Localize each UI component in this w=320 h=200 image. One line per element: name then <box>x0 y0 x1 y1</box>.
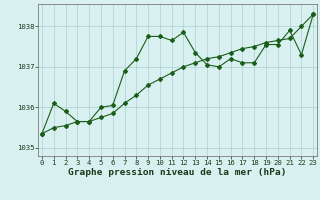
X-axis label: Graphe pression niveau de la mer (hPa): Graphe pression niveau de la mer (hPa) <box>68 168 287 177</box>
